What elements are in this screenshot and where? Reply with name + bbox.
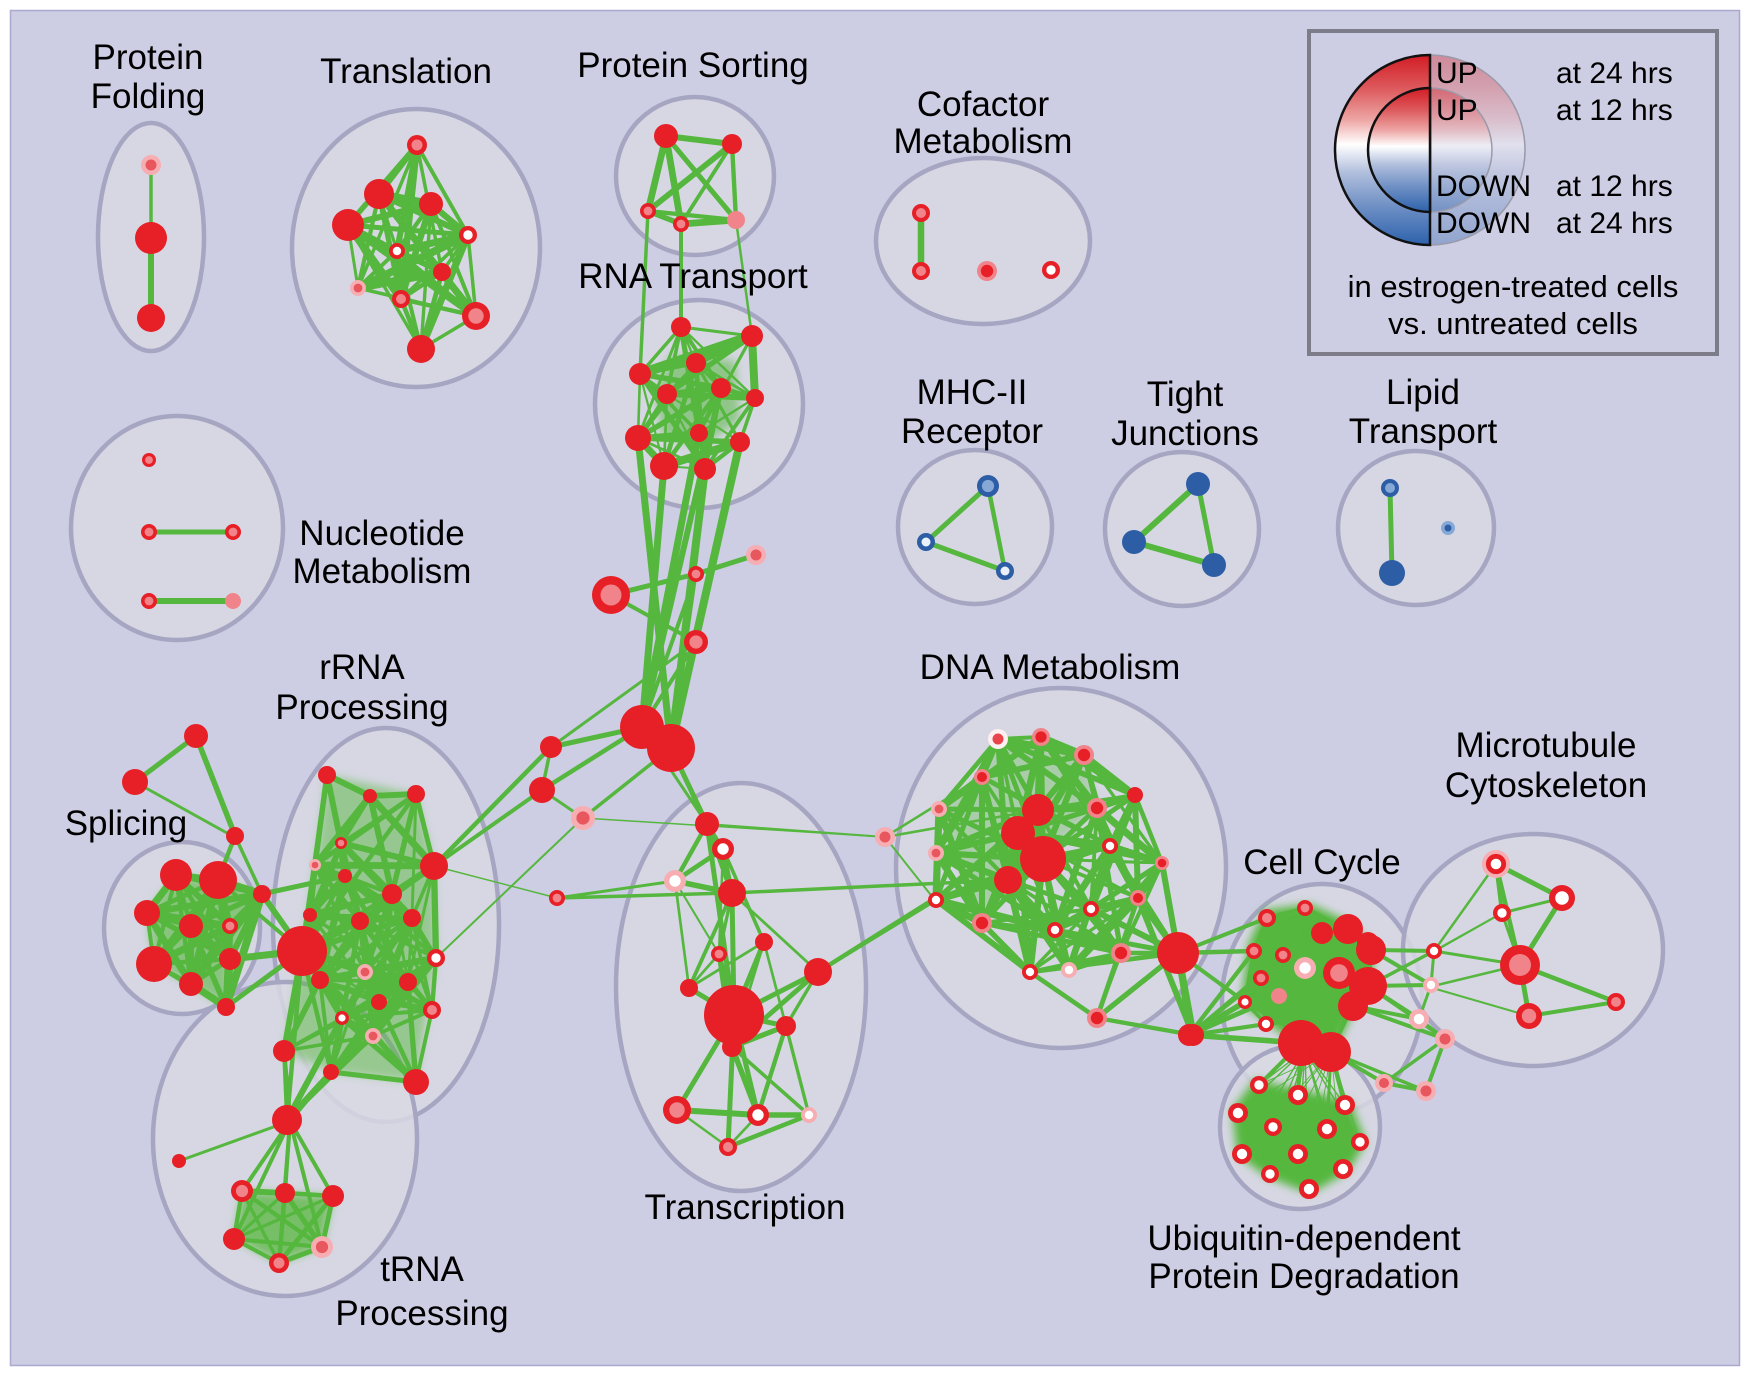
svg-text:Protein: Protein bbox=[93, 38, 204, 77]
svg-text:Microtubule: Microtubule bbox=[1456, 726, 1637, 765]
svg-text:Receptor: Receptor bbox=[901, 412, 1043, 451]
svg-text:Processing: Processing bbox=[275, 688, 448, 727]
svg-text:Junctions: Junctions bbox=[1111, 414, 1259, 453]
svg-text:Tight: Tight bbox=[1147, 375, 1224, 414]
svg-text:at 12 hrs: at 12 hrs bbox=[1556, 170, 1673, 203]
svg-text:Nucleotide: Nucleotide bbox=[299, 514, 464, 553]
svg-text:MHC-II: MHC-II bbox=[917, 373, 1028, 412]
svg-text:UP: UP bbox=[1436, 57, 1478, 90]
svg-text:vs. untreated cells: vs. untreated cells bbox=[1388, 306, 1638, 341]
svg-text:tRNA: tRNA bbox=[380, 1250, 464, 1289]
svg-text:Cell Cycle: Cell Cycle bbox=[1243, 843, 1401, 882]
svg-text:Cytoskeleton: Cytoskeleton bbox=[1445, 766, 1647, 805]
svg-text:at 24 hrs: at 24 hrs bbox=[1556, 57, 1673, 90]
svg-text:rRNA: rRNA bbox=[319, 648, 405, 687]
svg-text:Metabolism: Metabolism bbox=[894, 122, 1073, 161]
svg-text:DNA Metabolism: DNA Metabolism bbox=[920, 648, 1181, 687]
svg-text:Folding: Folding bbox=[91, 77, 206, 116]
svg-text:UP: UP bbox=[1436, 94, 1478, 127]
svg-text:Splicing: Splicing bbox=[65, 804, 188, 843]
svg-text:DOWN: DOWN bbox=[1436, 170, 1531, 203]
svg-text:RNA Transport: RNA Transport bbox=[578, 257, 808, 296]
svg-text:Transport: Transport bbox=[1349, 412, 1498, 451]
svg-text:Translation: Translation bbox=[320, 52, 492, 91]
svg-text:Metabolism: Metabolism bbox=[293, 552, 472, 591]
svg-text:at 24 hrs: at 24 hrs bbox=[1556, 207, 1673, 240]
svg-text:Processing: Processing bbox=[335, 1294, 508, 1333]
svg-text:Protein Sorting: Protein Sorting bbox=[577, 46, 809, 85]
svg-text:DOWN: DOWN bbox=[1436, 207, 1531, 240]
svg-text:Lipid: Lipid bbox=[1386, 373, 1460, 412]
svg-text:Protein Degradation: Protein Degradation bbox=[1148, 1257, 1459, 1296]
svg-text:in estrogen-treated cells: in estrogen-treated cells bbox=[1348, 269, 1679, 304]
svg-text:Ubiquitin-dependent: Ubiquitin-dependent bbox=[1147, 1219, 1461, 1258]
svg-text:at 12 hrs: at 12 hrs bbox=[1556, 94, 1673, 127]
svg-text:Transcription: Transcription bbox=[645, 1188, 846, 1227]
svg-text:Cofactor: Cofactor bbox=[917, 85, 1050, 124]
